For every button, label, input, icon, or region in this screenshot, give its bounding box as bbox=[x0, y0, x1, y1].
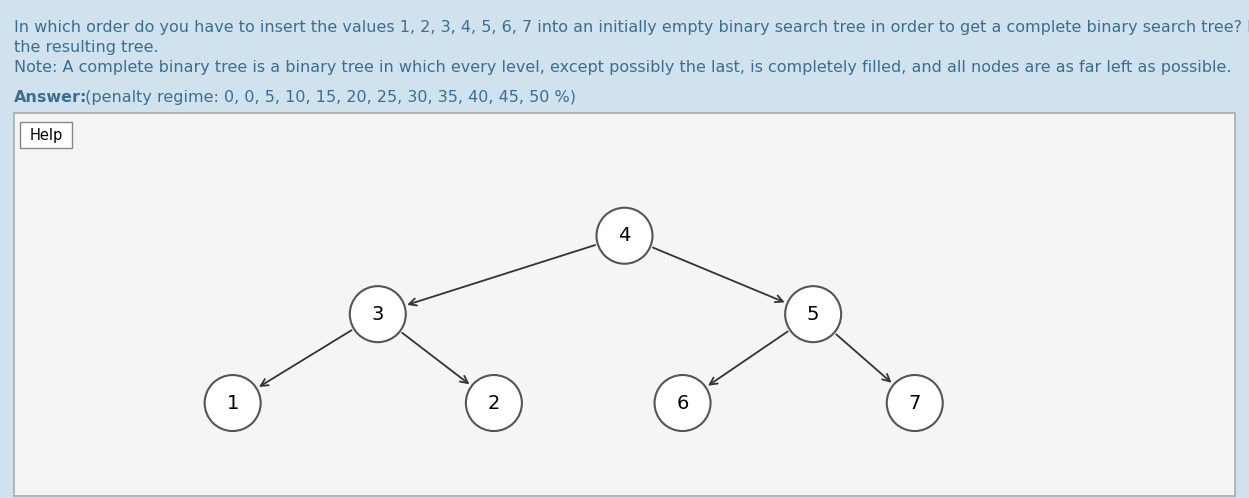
Text: 7: 7 bbox=[908, 393, 921, 412]
Circle shape bbox=[597, 208, 652, 264]
Text: 5: 5 bbox=[807, 305, 819, 324]
Text: (penalty regime: 0, 0, 5, 10, 15, 20, 25, 30, 35, 40, 45, 50 %): (penalty regime: 0, 0, 5, 10, 15, 20, 25… bbox=[80, 90, 576, 105]
Text: Answer:: Answer: bbox=[14, 90, 87, 105]
FancyBboxPatch shape bbox=[20, 122, 72, 148]
Text: Note: A complete binary tree is a binary tree in which every level, except possi: Note: A complete binary tree is a binary… bbox=[14, 60, 1232, 75]
Circle shape bbox=[786, 286, 841, 342]
Circle shape bbox=[350, 286, 406, 342]
Circle shape bbox=[887, 375, 943, 431]
Circle shape bbox=[654, 375, 711, 431]
Text: 3: 3 bbox=[372, 305, 383, 324]
Text: In which order do you have to insert the values 1, 2, 3, 4, 5, 6, 7 into an init: In which order do you have to insert the… bbox=[14, 20, 1249, 35]
Circle shape bbox=[205, 375, 261, 431]
Text: 4: 4 bbox=[618, 226, 631, 245]
Circle shape bbox=[466, 375, 522, 431]
Text: Help: Help bbox=[30, 127, 62, 142]
Text: 1: 1 bbox=[226, 393, 239, 412]
Text: 2: 2 bbox=[487, 393, 500, 412]
FancyBboxPatch shape bbox=[14, 113, 1235, 496]
Text: 6: 6 bbox=[677, 393, 688, 412]
Text: the resulting tree.: the resulting tree. bbox=[14, 40, 159, 55]
